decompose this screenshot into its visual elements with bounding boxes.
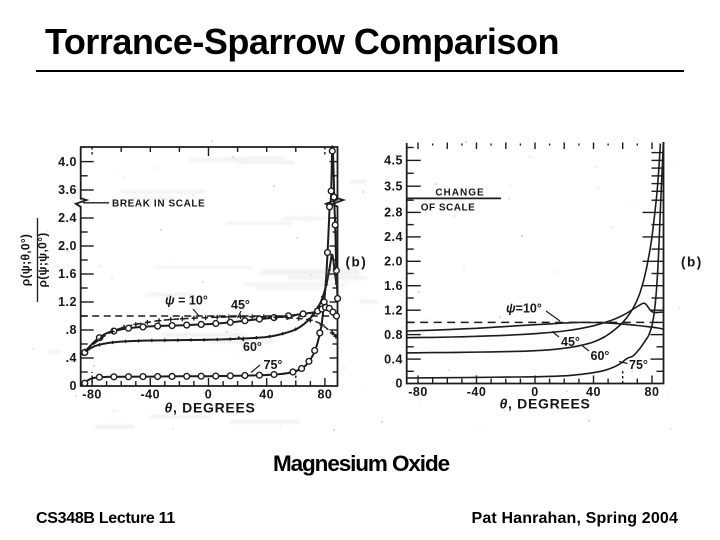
svg-text:ρ(ψ;ψ,0°): ρ(ψ;ψ,0°)	[36, 232, 50, 287]
svg-text:1.6: 1.6	[384, 279, 403, 293]
svg-text:2.4: 2.4	[384, 230, 403, 244]
svg-text:2.0: 2.0	[384, 255, 403, 269]
svg-text:75°: 75°	[264, 358, 283, 372]
svg-text:75°: 75°	[629, 358, 648, 372]
svg-text:ψ=10°: ψ=10°	[506, 302, 542, 316]
svg-text:OF SCALE: OF SCALE	[421, 203, 476, 214]
svg-text:-80: -80	[408, 385, 428, 399]
svg-text:1.6: 1.6	[58, 267, 77, 281]
svg-text:1.2: 1.2	[384, 303, 403, 317]
svg-text:CHANGE: CHANGE	[435, 188, 484, 199]
svg-text:ψ = 10°: ψ = 10°	[165, 294, 208, 308]
svg-text:BREAK IN SCALE: BREAK IN SCALE	[112, 199, 205, 210]
svg-text:2.0: 2.0	[58, 239, 77, 253]
svg-text:2.4: 2.4	[58, 211, 77, 225]
svg-text:ρ(ψ;θ,0°): ρ(ψ;θ,0°)	[19, 234, 33, 286]
svg-text:40: 40	[259, 388, 274, 402]
svg-text:θ, DEGREES: θ, DEGREES	[164, 400, 255, 416]
svg-text:(b): (b)	[681, 255, 703, 270]
svg-text:.8: .8	[66, 323, 77, 337]
svg-text:3.5: 3.5	[384, 179, 403, 193]
svg-text:45°: 45°	[231, 298, 250, 312]
svg-text:0: 0	[396, 377, 403, 391]
svg-text:(b): (b)	[346, 255, 368, 270]
svg-text:0.8: 0.8	[384, 328, 403, 342]
svg-text:3.6: 3.6	[58, 183, 77, 197]
svg-text:80: 80	[317, 388, 332, 402]
svg-text:40: 40	[586, 385, 601, 399]
svg-text:θ, DEGREES: θ, DEGREES	[499, 396, 590, 412]
svg-text:-40: -40	[141, 388, 161, 402]
svg-text:4.5: 4.5	[384, 154, 403, 168]
svg-text:80: 80	[645, 385, 660, 399]
svg-text:4.0: 4.0	[58, 155, 77, 169]
svg-text:45°: 45°	[561, 335, 580, 349]
svg-text:0: 0	[205, 388, 212, 402]
svg-text:.4: .4	[66, 351, 77, 365]
svg-text:0: 0	[531, 385, 538, 399]
svg-text:0: 0	[70, 379, 77, 393]
svg-text:60°: 60°	[591, 349, 610, 363]
svg-text:0.4: 0.4	[384, 352, 403, 366]
svg-text:-80: -80	[82, 388, 102, 402]
svg-text:2.8: 2.8	[384, 206, 403, 220]
svg-text:-40: -40	[467, 385, 487, 399]
